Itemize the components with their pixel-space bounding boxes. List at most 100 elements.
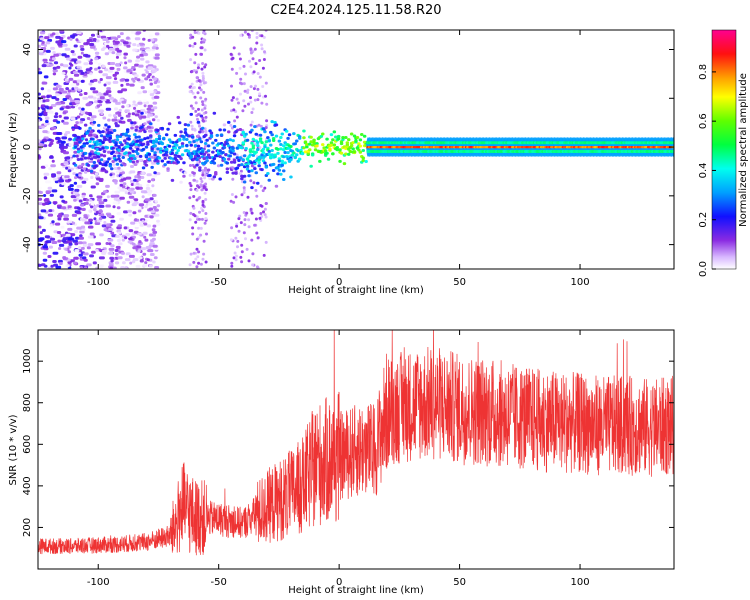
spectrogram-cell xyxy=(144,145,149,149)
spectrogram-cell xyxy=(332,143,337,147)
spectrogram-cell xyxy=(90,87,96,91)
spectrogram-cell xyxy=(133,121,137,125)
spectrogram-cell xyxy=(59,30,65,33)
spectrogram-cell xyxy=(70,89,76,93)
spectrogram-cell xyxy=(258,75,262,79)
spectrogram-cell xyxy=(89,254,94,258)
spectrogram-cell xyxy=(274,184,279,188)
spectrogram-cell xyxy=(232,256,236,260)
spectrogram-cell xyxy=(251,263,255,267)
spectrogram-cell xyxy=(98,210,103,213)
spectrogram-cell xyxy=(144,198,151,202)
spectrogram-cell xyxy=(114,71,119,75)
spectrogram-cell xyxy=(83,92,88,95)
spectrogram-cell xyxy=(59,176,63,180)
spectrogram-cell xyxy=(270,149,274,152)
spectrogram-cell xyxy=(142,185,147,189)
spectrogram-cell xyxy=(197,261,201,265)
spectrogram-cell xyxy=(234,258,238,262)
spectrogram-cell xyxy=(194,109,198,113)
spectrogram-cell xyxy=(229,123,233,127)
spectrogram-cell xyxy=(231,149,235,153)
spectrogram-cell xyxy=(193,165,197,169)
spectrogram-cell xyxy=(73,145,78,149)
spectrogram-cell xyxy=(64,47,71,51)
spectrogram-cell xyxy=(147,202,153,206)
spectrogram-cell xyxy=(197,226,201,230)
spectrogram-cell xyxy=(230,261,234,265)
spectrogram-cell xyxy=(209,131,214,135)
spectrogram-cell xyxy=(82,96,88,100)
spectrogram-cell xyxy=(135,159,139,163)
spectrogram-cell xyxy=(99,78,103,81)
spectrogram-cell xyxy=(243,89,247,93)
spectrogram-cell xyxy=(216,142,221,146)
spectrogram-cell xyxy=(101,141,105,144)
spectrogram-cell xyxy=(195,198,199,202)
spectrogram-cell xyxy=(254,132,258,136)
spectrogram-cell xyxy=(211,141,215,145)
spectrogram-cell xyxy=(271,162,276,166)
spectrogram-cell xyxy=(123,163,127,167)
spectrogram-cell xyxy=(116,67,121,71)
spectrogram-cell xyxy=(147,189,153,193)
spectrogram-cell xyxy=(86,39,93,42)
spectrogram-cell xyxy=(235,146,240,150)
spectrogram-cell xyxy=(148,207,153,211)
spectrogram-cell xyxy=(141,115,147,119)
spectrogram-cell xyxy=(55,84,61,88)
spectrogram-cell xyxy=(195,141,199,145)
spectrogram-cell xyxy=(201,130,205,133)
spectrogram-cell xyxy=(83,258,88,262)
spectrogram-cell xyxy=(133,183,137,187)
spectrogram-cell xyxy=(52,66,57,70)
spectrogram-cell xyxy=(244,237,247,241)
spectrogram-cell xyxy=(54,222,61,226)
spectrogram-cell xyxy=(74,100,80,103)
spectrogram-cell xyxy=(83,252,89,256)
spectrogram-cell xyxy=(77,241,83,245)
spectrogram-cell xyxy=(94,51,100,55)
spectrogram-cell xyxy=(107,125,111,129)
spectrogram-cell xyxy=(83,53,89,57)
spectrogram-cell xyxy=(201,31,205,35)
spectrogram-cell xyxy=(67,237,74,241)
spectrogram-cell xyxy=(230,264,234,268)
spectrogram-cell xyxy=(99,153,104,157)
spectrogram-cell xyxy=(250,120,254,124)
spectrogram-cell xyxy=(113,77,118,81)
spectrogram-cell xyxy=(261,159,266,163)
spectrogram-cell xyxy=(74,176,78,180)
spectrogram-cell xyxy=(61,71,66,75)
spectrogram-cell xyxy=(42,138,47,142)
spectrogram-cell xyxy=(48,110,54,114)
spectrogram-cell xyxy=(66,92,71,96)
spectrogram-cell xyxy=(196,120,201,124)
spectrogram-cell xyxy=(50,264,54,268)
spectrogram-cell xyxy=(204,198,208,201)
spectrogram-cell xyxy=(265,119,269,123)
spectrogram-cell xyxy=(242,191,246,194)
spectrogram-cell xyxy=(138,129,143,133)
spectrogram-cell xyxy=(92,96,97,100)
spectrogram-cell xyxy=(45,99,50,102)
spectrogram-cell xyxy=(89,169,94,173)
spectrogram-cell xyxy=(199,83,203,87)
spectrogram-cell xyxy=(81,207,86,211)
spectrogram-cell xyxy=(61,119,65,123)
spectrogram-cell xyxy=(185,143,189,147)
spectrogram-cell xyxy=(309,135,313,139)
spectrogram-cell xyxy=(116,212,121,216)
spectrogram-cell xyxy=(101,251,107,255)
spectrogram-cell xyxy=(200,67,204,71)
spectrogram-cell xyxy=(262,210,265,214)
spectrogram-cell xyxy=(117,90,123,94)
spectrogram-cell xyxy=(256,87,260,91)
spectrogram-cell xyxy=(251,146,256,150)
spectrogram-cell xyxy=(81,192,86,196)
spectrogram-cell xyxy=(69,37,73,41)
spectrogram-cell xyxy=(94,164,98,168)
spectrogram-cell xyxy=(91,145,95,149)
spectrogram-cell xyxy=(287,133,292,137)
spectrogram-cell xyxy=(238,214,242,218)
